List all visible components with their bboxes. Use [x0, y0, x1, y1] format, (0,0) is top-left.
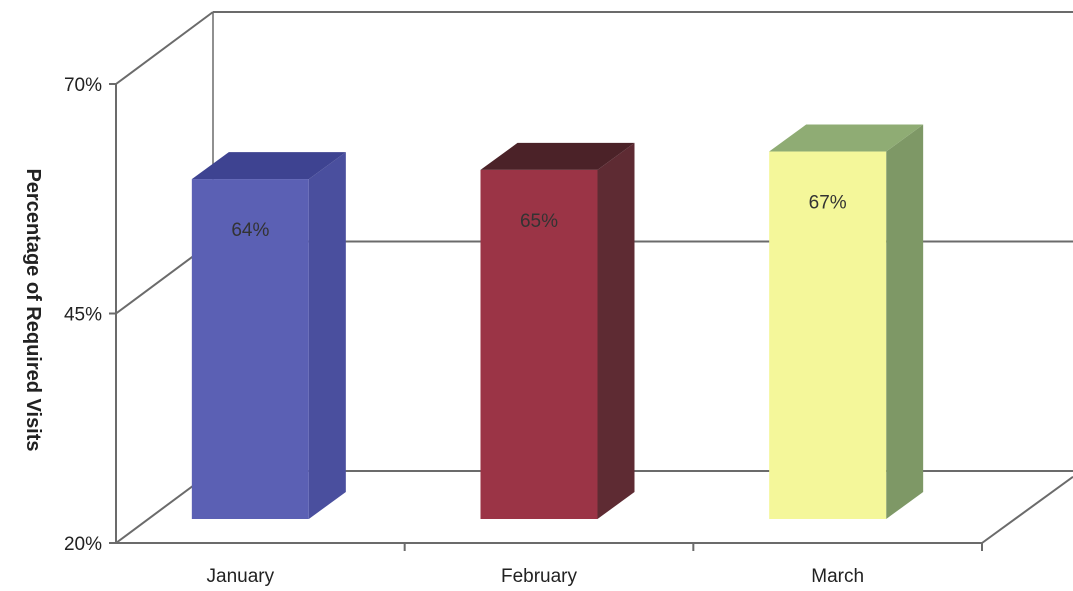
bar-top-face: [191, 152, 346, 180]
bar-january: 64%: [191, 152, 346, 519]
bar-front-face: [480, 169, 598, 519]
bar-top-face: [480, 142, 635, 170]
bar-top-face: [769, 124, 924, 152]
x-category-label: February: [501, 566, 578, 587]
bar-side-face: [597, 142, 635, 519]
y-tick-label: 70%: [64, 75, 102, 96]
bars-group: 64% 65% 67%: [191, 124, 924, 520]
data-label-february: 65%: [520, 211, 558, 232]
bar-february: 65%: [480, 142, 635, 519]
chart-frame: [109, 11, 1073, 551]
floor-right-edge: [981, 475, 1073, 544]
x-category-label: March: [811, 566, 864, 587]
y-tick-label: 45%: [64, 305, 102, 326]
bar-side-face: [308, 152, 346, 519]
side-gridline: [115, 11, 214, 85]
bar-front-face: [191, 179, 309, 519]
y-axis-title: Percentage of Required Visits: [22, 168, 44, 451]
y-tick-labels: 20% 45% 70%: [64, 75, 102, 555]
bar-side-face: [886, 124, 924, 519]
data-label-march: 67%: [809, 193, 847, 214]
x-category-label: January: [207, 566, 275, 587]
bar-front-face: [769, 151, 887, 520]
x-category-labels: January February March: [207, 566, 865, 587]
bar-march: 67%: [769, 124, 924, 520]
data-label-january: 64%: [231, 220, 269, 241]
y-tick-label: 20%: [64, 534, 102, 555]
